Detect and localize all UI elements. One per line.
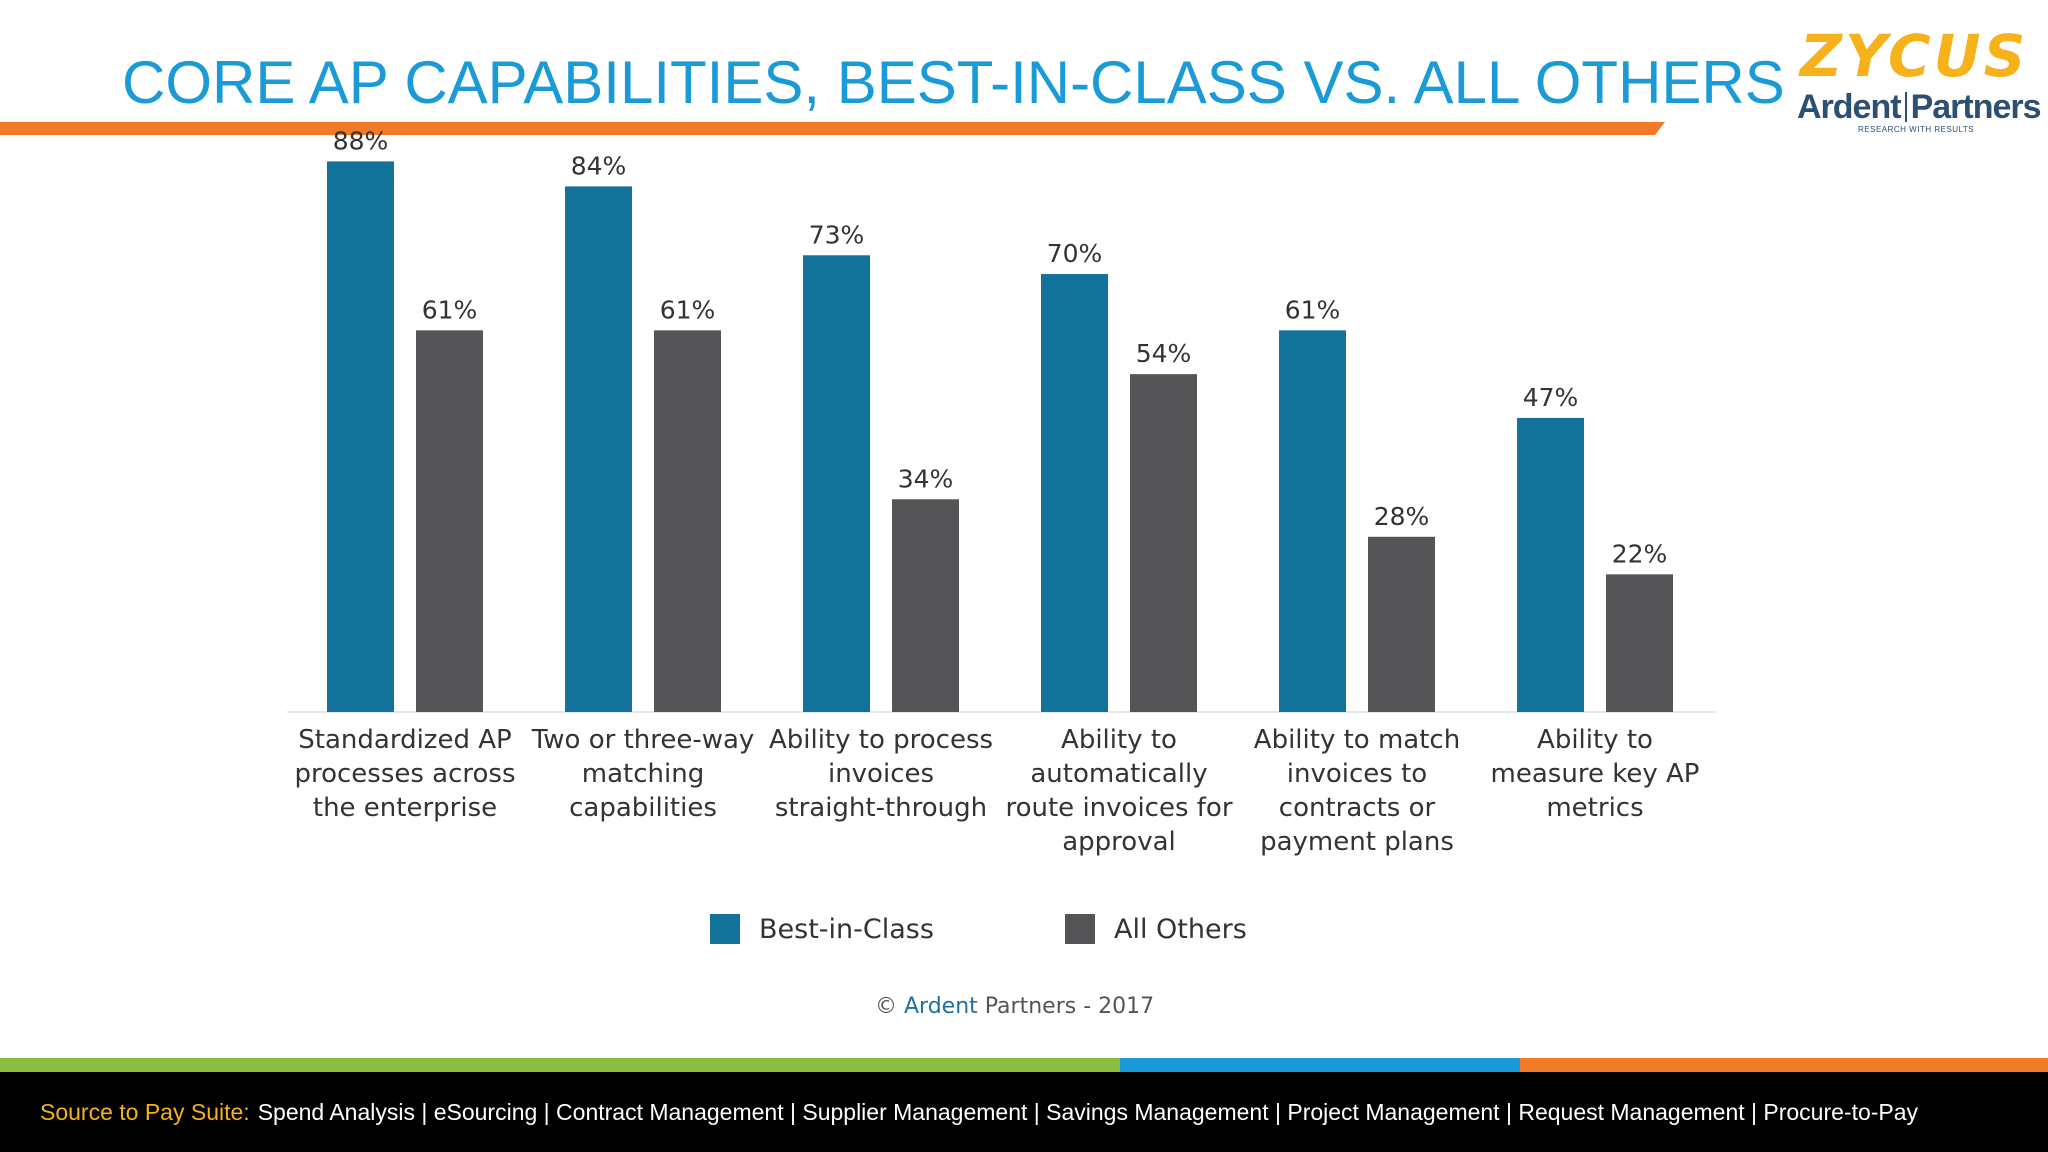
data-label: 70%	[1047, 239, 1103, 268]
category-label: Ability to process	[769, 725, 993, 755]
category-label: capabilities	[569, 793, 717, 823]
copyright-symbol: ©	[875, 994, 897, 1019]
bar-all-others	[1130, 374, 1197, 712]
data-label: 28%	[1374, 502, 1430, 531]
data-label: 88%	[333, 126, 389, 155]
category-label: approval	[1062, 827, 1176, 857]
ardent-partners-logo: Ardent Partners	[1797, 88, 2042, 127]
category-label: contracts or	[1279, 793, 1436, 823]
data-label: 47%	[1523, 383, 1579, 412]
bar-best-in-class	[1041, 274, 1108, 712]
data-label: 34%	[898, 464, 954, 493]
bar-best-in-class	[565, 186, 632, 712]
bar-all-others	[1606, 574, 1673, 712]
bar-all-others	[654, 330, 721, 712]
logo-tagline: RESEARCH WITH RESULTS	[1858, 125, 1975, 134]
page-title: CORE AP CAPABILITIES, BEST-IN-CLASS VS. …	[122, 49, 1785, 116]
footer-text: Source to Pay Suite: Spend Analysis | eSo…	[40, 1099, 1918, 1126]
bar-best-in-class	[803, 255, 870, 712]
category-label: payment plans	[1260, 827, 1454, 857]
bar-best-in-class	[327, 161, 394, 712]
copyright-credit: © Ardent Partners - 2017	[875, 994, 1154, 1019]
footer-label: Source to Pay Suite:	[40, 1099, 250, 1125]
category-label: the enterprise	[313, 793, 497, 823]
bar-best-in-class	[1517, 417, 1584, 712]
legend-swatch-all-others	[1065, 914, 1095, 944]
data-label: 84%	[571, 151, 627, 180]
data-label: 61%	[422, 295, 478, 324]
category-label: invoices	[828, 759, 934, 789]
footer-bar: Source to Pay Suite: Spend Analysis | eSo…	[0, 1072, 2048, 1152]
band-blue	[1120, 1058, 1520, 1072]
bar-chart: 88% 61% Standardized AP processes across the…	[287, 126, 1715, 945]
category-label: measure key AP	[1491, 759, 1700, 789]
bar-all-others	[1368, 536, 1435, 712]
data-label: 54%	[1136, 339, 1192, 368]
category-label: Two or three-way	[531, 725, 755, 755]
category-label: automatically	[1030, 759, 1207, 789]
footer-items: Spend Analysis | eSourcing | Contract Ma…	[257, 1099, 1919, 1125]
category-label: invoices to	[1287, 759, 1427, 789]
data-label: 22%	[1612, 539, 1668, 568]
credit-rest: Partners - 2017	[984, 994, 1155, 1019]
category-label: Ability to	[1061, 725, 1177, 755]
logo-partners-word: Partners	[1910, 88, 2042, 126]
logo-ardent-word: Ardent	[1797, 88, 1902, 126]
band-orange	[1520, 1058, 2048, 1072]
legend-label: All Others	[1114, 914, 1247, 945]
data-label: 61%	[660, 295, 716, 324]
band-green	[0, 1058, 1120, 1072]
category-label: metrics	[1546, 793, 1643, 823]
bar-all-others	[416, 330, 483, 712]
data-label: 61%	[1285, 295, 1341, 324]
logo-divider	[1904, 92, 1907, 122]
category-label: Ability to	[1537, 725, 1653, 755]
category-label: Standardized AP	[298, 725, 511, 755]
category-label: processes across	[294, 759, 515, 789]
data-label: 73%	[809, 220, 865, 249]
title-underline	[0, 122, 1665, 135]
credit-brand: Ardent	[904, 994, 978, 1019]
category-label: route invoices for	[1005, 793, 1232, 823]
zycus-logo: ZYCUS	[1800, 22, 2029, 90]
bar-all-others	[892, 499, 959, 712]
category-label: straight-through	[775, 793, 987, 823]
color-band	[0, 1058, 2048, 1072]
legend-swatch-best-in-class	[710, 914, 740, 944]
bar-best-in-class	[1279, 330, 1346, 712]
category-label: Ability to match	[1254, 725, 1460, 755]
legend-label: Best-in-Class	[759, 914, 934, 945]
category-label: matching	[582, 759, 704, 789]
